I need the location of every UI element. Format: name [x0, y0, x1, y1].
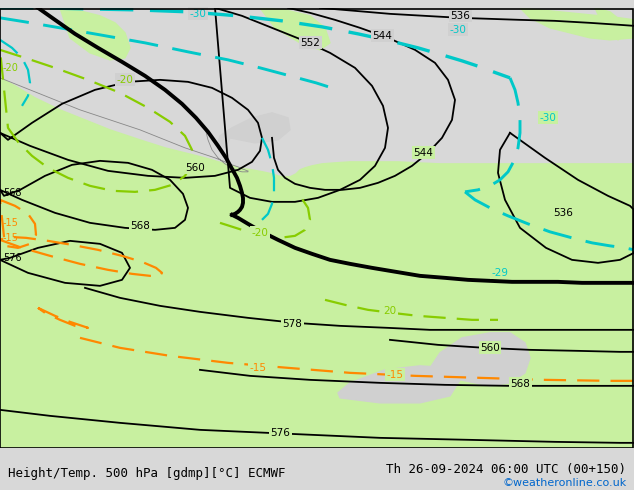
Text: 576: 576 — [270, 428, 290, 438]
Text: 20: 20 — [384, 306, 396, 316]
Text: 578: 578 — [282, 319, 302, 329]
Polygon shape — [430, 333, 530, 386]
Text: -30: -30 — [540, 113, 557, 123]
Text: 568: 568 — [3, 188, 22, 198]
Polygon shape — [0, 78, 634, 448]
Text: -30: -30 — [190, 9, 207, 19]
Text: 552: 552 — [300, 38, 320, 48]
Text: 544: 544 — [372, 31, 392, 41]
Text: 536: 536 — [450, 11, 470, 21]
Text: -29: -29 — [491, 268, 508, 278]
Text: 544: 544 — [413, 148, 433, 158]
Text: 536: 536 — [553, 208, 573, 218]
Text: 560: 560 — [185, 163, 205, 173]
Text: 576: 576 — [3, 253, 22, 263]
Text: 568: 568 — [510, 379, 530, 389]
Text: -20: -20 — [117, 75, 133, 85]
Text: -15: -15 — [3, 233, 19, 243]
Text: 568: 568 — [130, 221, 150, 231]
Text: -20: -20 — [3, 63, 19, 73]
Text: -15: -15 — [250, 363, 266, 373]
Polygon shape — [218, 113, 290, 148]
Polygon shape — [595, 8, 625, 40]
Text: -20: -20 — [252, 228, 268, 238]
Text: Height/Temp. 500 hPa [gdmp][°C] ECMWF: Height/Temp. 500 hPa [gdmp][°C] ECMWF — [8, 467, 285, 480]
Polygon shape — [338, 366, 460, 403]
Text: ©weatheronline.co.uk: ©weatheronline.co.uk — [502, 478, 626, 488]
Text: -15: -15 — [387, 370, 403, 380]
Polygon shape — [60, 8, 130, 60]
Text: Th 26-09-2024 06:00 UTC (00+150): Th 26-09-2024 06:00 UTC (00+150) — [386, 463, 626, 476]
Text: -15: -15 — [3, 218, 19, 228]
Text: 560: 560 — [480, 343, 500, 353]
Text: -30: -30 — [450, 25, 467, 35]
Polygon shape — [520, 8, 634, 40]
Polygon shape — [260, 8, 330, 50]
